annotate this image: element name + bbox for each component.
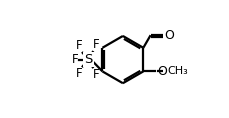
Text: F: F: [93, 68, 99, 81]
Text: O: O: [156, 65, 166, 78]
Text: F: F: [71, 53, 78, 66]
Text: CH₃: CH₃: [167, 66, 188, 76]
Text: F: F: [93, 38, 99, 51]
Text: F: F: [75, 39, 82, 52]
Text: O: O: [164, 29, 173, 42]
Text: F: F: [75, 67, 82, 80]
Text: S: S: [84, 53, 92, 66]
